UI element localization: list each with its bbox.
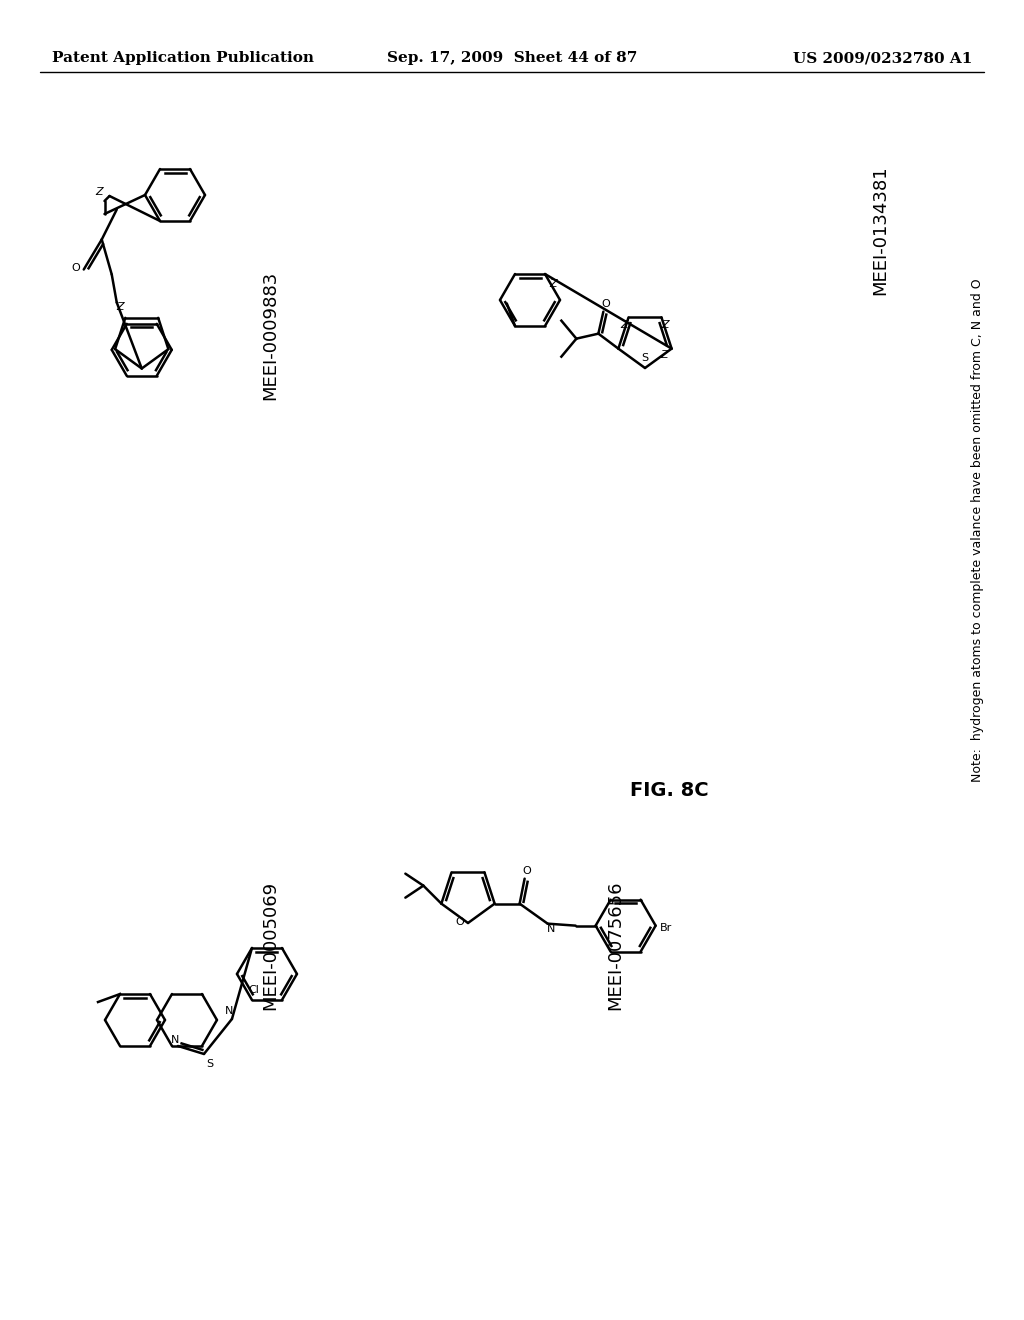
Text: N: N <box>547 924 555 933</box>
Text: O: O <box>456 917 464 927</box>
Text: Z: Z <box>659 350 668 359</box>
Text: MEEI-0005069: MEEI-0005069 <box>261 880 279 1010</box>
Text: O: O <box>601 298 609 309</box>
Text: S: S <box>641 352 648 363</box>
Text: Cl: Cl <box>249 985 259 995</box>
Text: Patent Application Publication: Patent Application Publication <box>52 51 314 65</box>
Text: Sep. 17, 2009  Sheet 44 of 87: Sep. 17, 2009 Sheet 44 of 87 <box>387 51 637 65</box>
Text: Br: Br <box>659 923 672 933</box>
Text: Z: Z <box>662 321 670 330</box>
Text: Z: Z <box>549 279 557 289</box>
Text: Z: Z <box>621 321 629 330</box>
Text: N: N <box>225 1006 233 1016</box>
Text: O: O <box>522 866 531 875</box>
Text: O: O <box>72 264 80 273</box>
Text: MEEI-0134381: MEEI-0134381 <box>871 165 889 294</box>
Text: Z: Z <box>95 187 103 197</box>
Text: MEEI-0075656: MEEI-0075656 <box>606 880 624 1010</box>
Text: MEEI-0009883: MEEI-0009883 <box>261 271 279 400</box>
Text: Note:  hydrogen atoms to complete valance have been omitted from C, N and O: Note: hydrogen atoms to complete valance… <box>972 279 984 781</box>
Text: N: N <box>171 1035 179 1045</box>
Text: Z: Z <box>116 302 124 313</box>
Text: S: S <box>207 1059 214 1069</box>
Text: US 2009/0232780 A1: US 2009/0232780 A1 <box>793 51 972 65</box>
Text: FIG. 8C: FIG. 8C <box>630 780 709 800</box>
